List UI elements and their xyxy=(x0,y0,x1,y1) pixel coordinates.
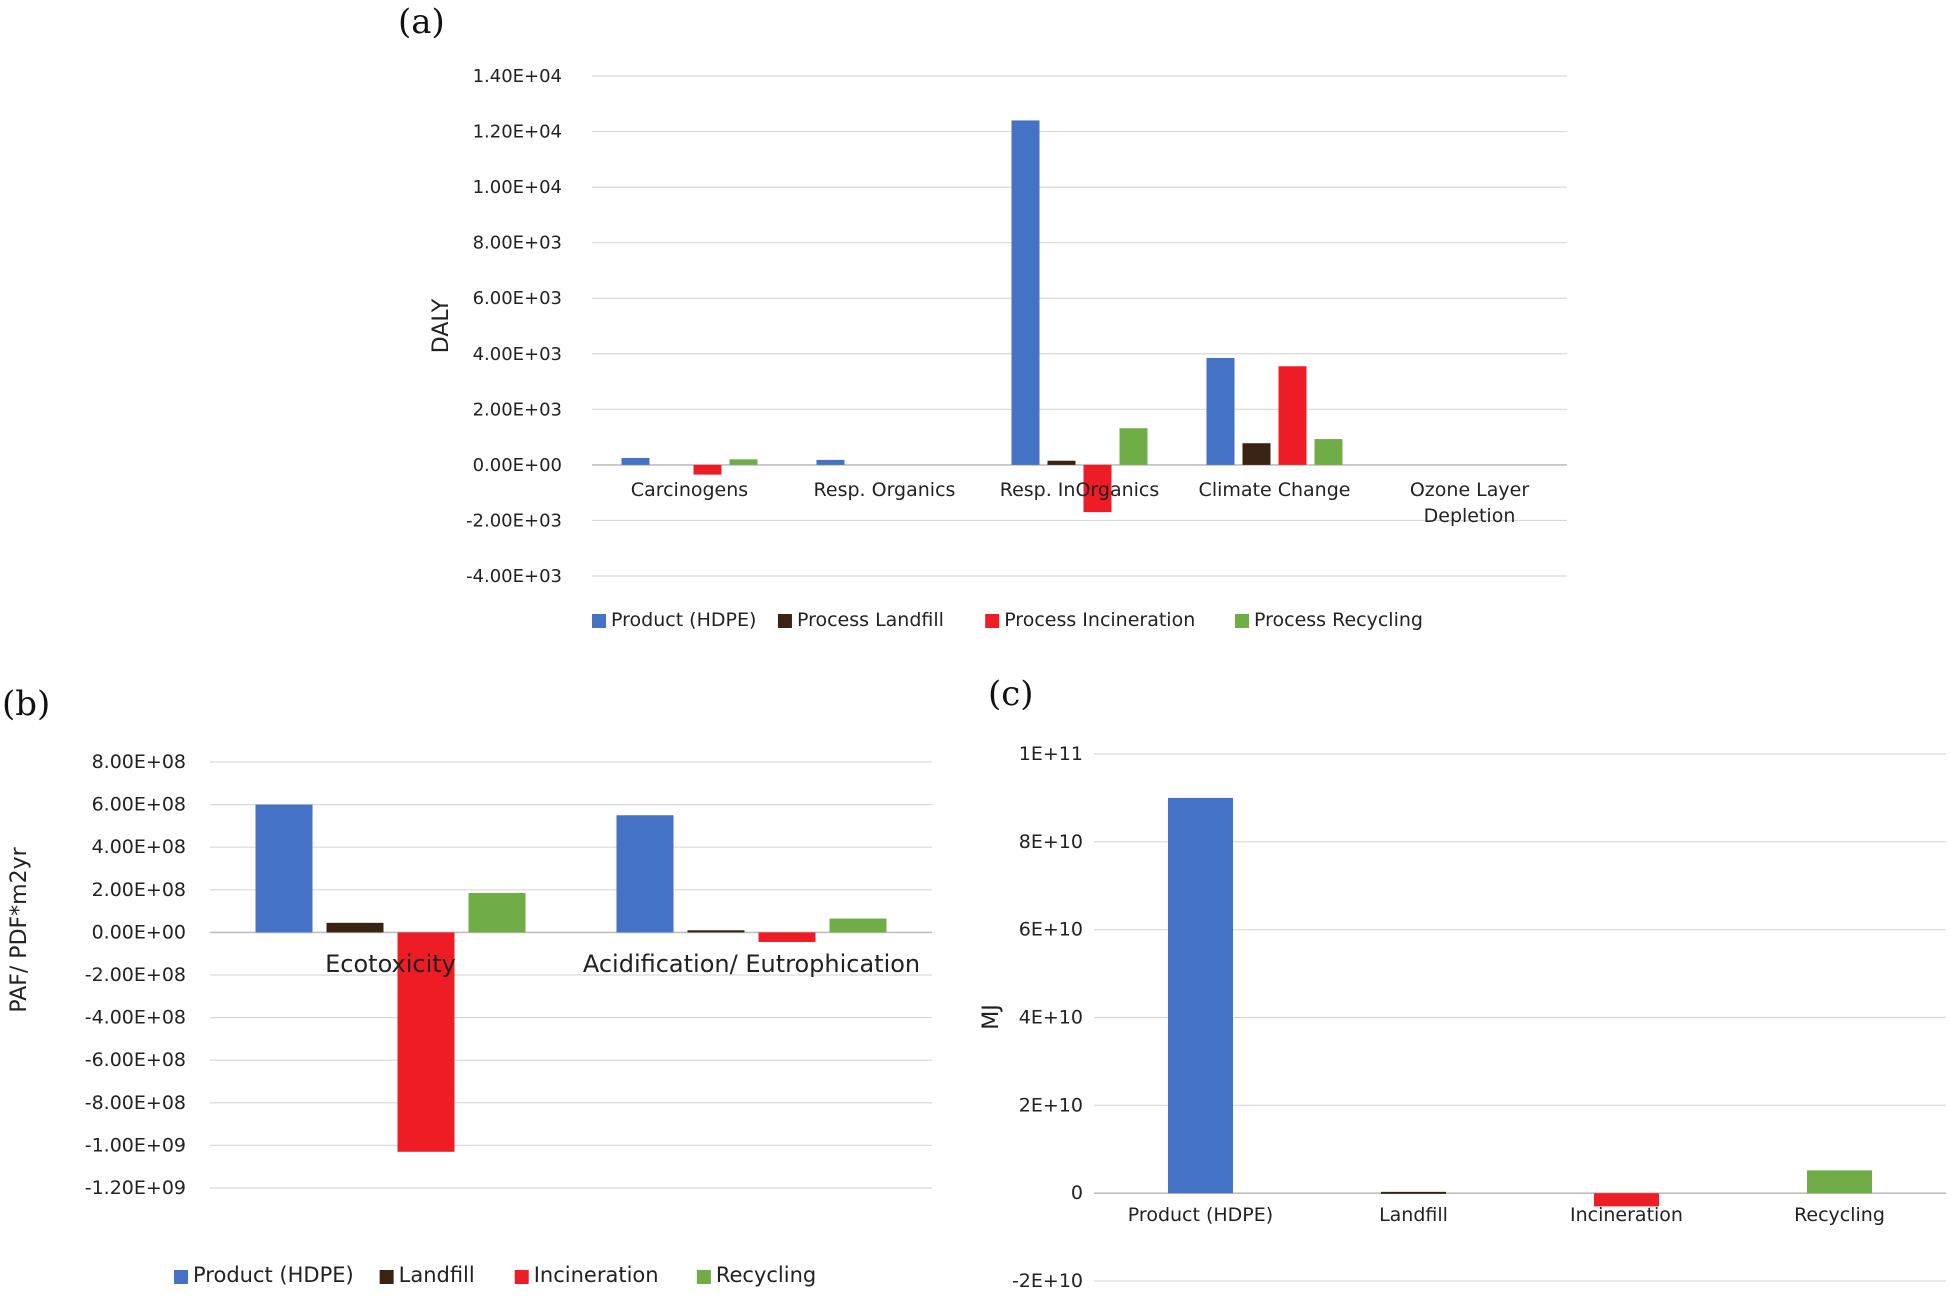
legend-label: Landfill xyxy=(399,1263,475,1287)
panel-label-c: (c) xyxy=(988,674,1034,714)
y-tick-label: 8.00E+08 xyxy=(92,751,186,773)
legend-label: Process Incineration xyxy=(1004,609,1195,631)
bar xyxy=(1083,464,1112,513)
legend-swatch xyxy=(1235,614,1249,628)
bar xyxy=(1807,1170,1872,1194)
category-label: Incineration xyxy=(1570,1204,1683,1226)
category-label: Recycling xyxy=(1794,1204,1885,1226)
bar xyxy=(829,918,887,933)
y-tick-label: 8E+10 xyxy=(1019,831,1083,853)
category-label: Ozone Layer xyxy=(1410,479,1529,501)
y-tick-label: 6.00E+08 xyxy=(92,794,186,816)
y-tick-label: 8.00E+03 xyxy=(473,233,562,254)
bar xyxy=(326,922,384,933)
panel-label-a: (a) xyxy=(398,2,445,42)
chart-c: 1E+11 8E+10 6E+10 4E+10 2E+10 0 -2E+10 MJ Produc… xyxy=(979,743,1946,1292)
chart-b: 8.00E+08 6.00E+08 4.00E+08 2.00E+08 0.00E+00… xyxy=(7,751,932,1287)
bar xyxy=(468,892,526,933)
bar xyxy=(1242,443,1271,465)
bar xyxy=(255,804,313,933)
bar xyxy=(693,464,722,475)
legend-swatch xyxy=(696,1270,711,1284)
bar xyxy=(621,457,650,465)
legend-swatch xyxy=(777,614,792,628)
category-label: Landfill xyxy=(1379,1204,1448,1226)
legend-label: Recycling xyxy=(716,1263,816,1287)
legend-swatch xyxy=(379,1270,394,1284)
y-tick-label: -8.00E+08 xyxy=(85,1092,186,1114)
y-tick-label: -6.00E+08 xyxy=(85,1049,186,1071)
bar xyxy=(816,459,845,465)
y-axis-label: DALY xyxy=(429,298,454,353)
bar xyxy=(1381,1191,1446,1194)
bar xyxy=(687,930,745,933)
legend-label: Process Landfill xyxy=(797,609,944,631)
y-tick-label: 0.00E+00 xyxy=(92,921,186,943)
bar xyxy=(1011,120,1040,465)
y-tick-label: -2E+10 xyxy=(1012,1270,1083,1292)
y-axis-label: MJ xyxy=(979,1004,1004,1029)
y-tick-label: 1.00E+04 xyxy=(473,177,562,198)
category-label: Product (HDPE) xyxy=(1128,1204,1273,1226)
y-tick-label: -2.00E+08 xyxy=(85,964,186,986)
legend-label: Incineration xyxy=(534,1263,659,1287)
y-tick-label: 2.00E+08 xyxy=(92,879,186,901)
y-tick-label: 4.00E+08 xyxy=(92,836,186,858)
y-tick-label: 0.00E+00 xyxy=(473,455,562,476)
bar xyxy=(1119,428,1148,465)
bar xyxy=(758,932,816,942)
bar xyxy=(1206,357,1235,465)
y-tick-label: -2.00E+03 xyxy=(466,510,562,531)
y-axis-label: PAF/ PDF*m2yr xyxy=(7,846,32,1012)
legend-swatch xyxy=(514,1270,529,1284)
legend-swatch xyxy=(174,1270,188,1284)
bar xyxy=(616,815,674,933)
y-tick-label: 1.40E+04 xyxy=(473,66,562,87)
panel-label-b: (b) xyxy=(2,684,51,724)
bar xyxy=(1168,797,1233,1194)
y-tick-label: -1.00E+09 xyxy=(85,1134,186,1156)
y-tick-label: 1E+11 xyxy=(1019,743,1083,765)
y-tick-label: 4.00E+03 xyxy=(473,344,562,365)
y-tick-label: 6E+10 xyxy=(1019,919,1083,941)
y-tick-label: 2.00E+03 xyxy=(473,399,562,420)
y-tick-label: -4.00E+03 xyxy=(466,566,562,587)
y-tick-label: 0 xyxy=(1071,1182,1083,1204)
category-label: Resp. InOrganics xyxy=(1000,479,1160,501)
legend-label: Product (HDPE) xyxy=(193,1263,354,1287)
legend-label: Process Recycling xyxy=(1254,609,1423,631)
category-label: Ecotoxicity xyxy=(325,950,456,978)
bar xyxy=(1314,439,1343,465)
y-tick-label: 6.00E+03 xyxy=(473,288,562,309)
category-label: Resp. Organics xyxy=(814,479,956,501)
y-tick-label: -4.00E+08 xyxy=(85,1007,186,1029)
y-tick-label: 2E+10 xyxy=(1019,1094,1083,1116)
y-tick-label: -1.20E+09 xyxy=(85,1177,186,1199)
bar xyxy=(1047,460,1076,465)
y-tick-label: 4E+10 xyxy=(1019,1007,1083,1029)
y-tick-label: 1.20E+04 xyxy=(473,122,562,143)
category-label: Climate Change xyxy=(1199,479,1351,501)
chart-a: 1.40E+04 1.20E+04 1.00E+04 8.00E+03 6.00E+03… xyxy=(429,66,1567,631)
category-label: Carcinogens xyxy=(631,479,748,501)
legend-label: Product (HDPE) xyxy=(611,609,756,631)
category-label: Depletion xyxy=(1424,505,1516,527)
legend-swatch xyxy=(592,614,606,628)
legend-swatch xyxy=(985,614,1000,628)
bar xyxy=(1278,366,1307,465)
bar xyxy=(397,932,455,1152)
bar xyxy=(729,459,758,465)
bar xyxy=(1594,1193,1659,1207)
category-label: Acidification/ Eutrophication xyxy=(583,950,920,978)
